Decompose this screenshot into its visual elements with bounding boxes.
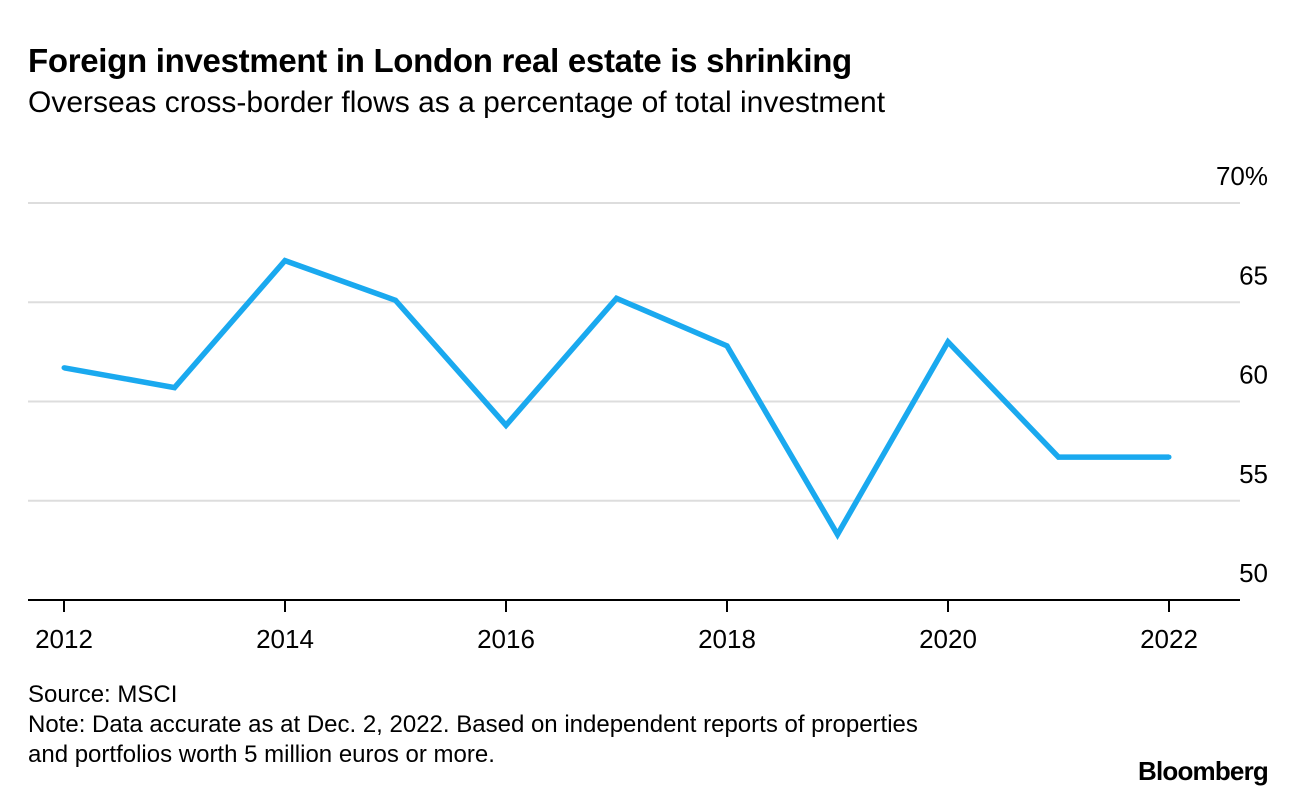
data-point-2014	[282, 258, 288, 264]
data-note-line-2: and portfolios worth 5 million euros or …	[28, 741, 495, 768]
x-tick-label-2022: 2022	[1140, 624, 1198, 654]
x-tick-label-2018: 2018	[698, 624, 756, 654]
data-point-2018	[724, 343, 730, 349]
data-point-2021	[1056, 454, 1061, 460]
gridlines	[28, 202, 1240, 502]
y-tick-label-50: 50	[1239, 558, 1268, 588]
source-note: Source: MSCI	[28, 681, 178, 708]
x-tick-label-2012: 2012	[35, 624, 93, 654]
y-tick-label-70: 70%	[1216, 161, 1268, 191]
data-point-2013	[172, 385, 177, 391]
data-note-line-1: Note: Data accurate as at Dec. 2, 2022. …	[28, 711, 918, 738]
x-tick-label-2014: 2014	[256, 624, 314, 654]
x-tick-label-2020: 2020	[919, 624, 977, 654]
data-point-2022	[1166, 454, 1172, 460]
chart-title: Foreign investment in London real estate…	[28, 42, 852, 79]
y-tick-label-65: 65	[1239, 260, 1268, 290]
x-tick-label-2016: 2016	[477, 624, 535, 654]
y-axis-labels: 70% 65 60 55 50	[1216, 161, 1268, 588]
data-point-2016	[503, 422, 509, 428]
data-point-2015	[393, 297, 398, 303]
y-tick-label-60: 60	[1239, 360, 1268, 390]
chart-footer: Source: MSCI Note: Data accurate as at D…	[28, 680, 1088, 770]
chart-subtitle: Overseas cross-border flows as a percent…	[28, 86, 886, 119]
data-point-2012	[61, 365, 67, 371]
bloomberg-logo: Bloomberg	[1137, 756, 1269, 786]
data-point-2017	[614, 295, 619, 301]
data-point-2019	[835, 531, 840, 537]
y-tick-label-55: 55	[1239, 459, 1268, 489]
data-point-2020	[945, 339, 951, 345]
x-axis: 2012 2014 2016 2018 2020 2022	[28, 599, 1240, 654]
series-layer	[61, 257, 1172, 540]
